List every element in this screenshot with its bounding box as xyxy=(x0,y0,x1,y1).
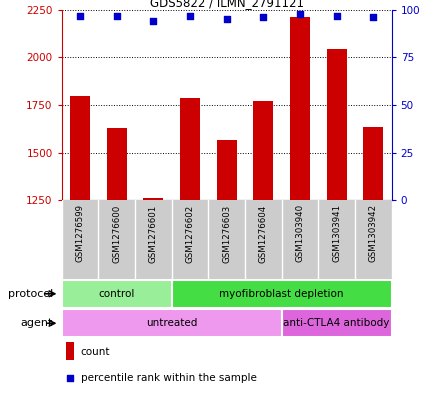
Text: GSM1303940: GSM1303940 xyxy=(295,204,304,263)
Text: GSM1276600: GSM1276600 xyxy=(112,204,121,263)
Bar xyxy=(62,309,282,337)
Text: myofibroblast depletion: myofibroblast depletion xyxy=(220,289,344,299)
Text: count: count xyxy=(81,347,110,357)
Point xyxy=(77,13,84,19)
Bar xyxy=(143,198,163,200)
Bar xyxy=(216,140,237,200)
Text: protocol: protocol xyxy=(7,289,53,299)
Point xyxy=(113,13,120,19)
Bar xyxy=(326,49,347,200)
Bar xyxy=(363,127,383,200)
Point xyxy=(297,11,304,17)
Text: GSM1276604: GSM1276604 xyxy=(259,204,268,263)
Text: anti-CTLA4 antibody: anti-CTLA4 antibody xyxy=(283,318,390,328)
Text: agent: agent xyxy=(20,318,53,328)
Text: GSM1303941: GSM1303941 xyxy=(332,204,341,263)
Point xyxy=(187,13,194,19)
Bar xyxy=(282,309,392,337)
Text: GSM1276599: GSM1276599 xyxy=(75,204,84,263)
Title: GDS5822 / ILMN_2791121: GDS5822 / ILMN_2791121 xyxy=(150,0,304,9)
Text: GSM1276601: GSM1276601 xyxy=(149,204,158,263)
Point xyxy=(150,18,157,24)
Bar xyxy=(180,97,200,200)
Bar xyxy=(62,280,172,308)
Point xyxy=(370,14,377,20)
Bar xyxy=(70,95,90,200)
Bar xyxy=(66,342,74,360)
Bar xyxy=(290,17,310,200)
Text: GSM1276602: GSM1276602 xyxy=(185,204,194,263)
Text: control: control xyxy=(99,289,135,299)
Text: GSM1303942: GSM1303942 xyxy=(369,204,378,263)
Text: percentile rank within the sample: percentile rank within the sample xyxy=(81,373,257,383)
Text: GSM1276603: GSM1276603 xyxy=(222,204,231,263)
Point xyxy=(333,13,340,19)
Bar xyxy=(172,280,392,308)
Text: untreated: untreated xyxy=(146,318,197,328)
Point xyxy=(260,14,267,20)
Bar xyxy=(106,128,127,200)
Point xyxy=(223,16,230,22)
Bar xyxy=(253,101,273,200)
